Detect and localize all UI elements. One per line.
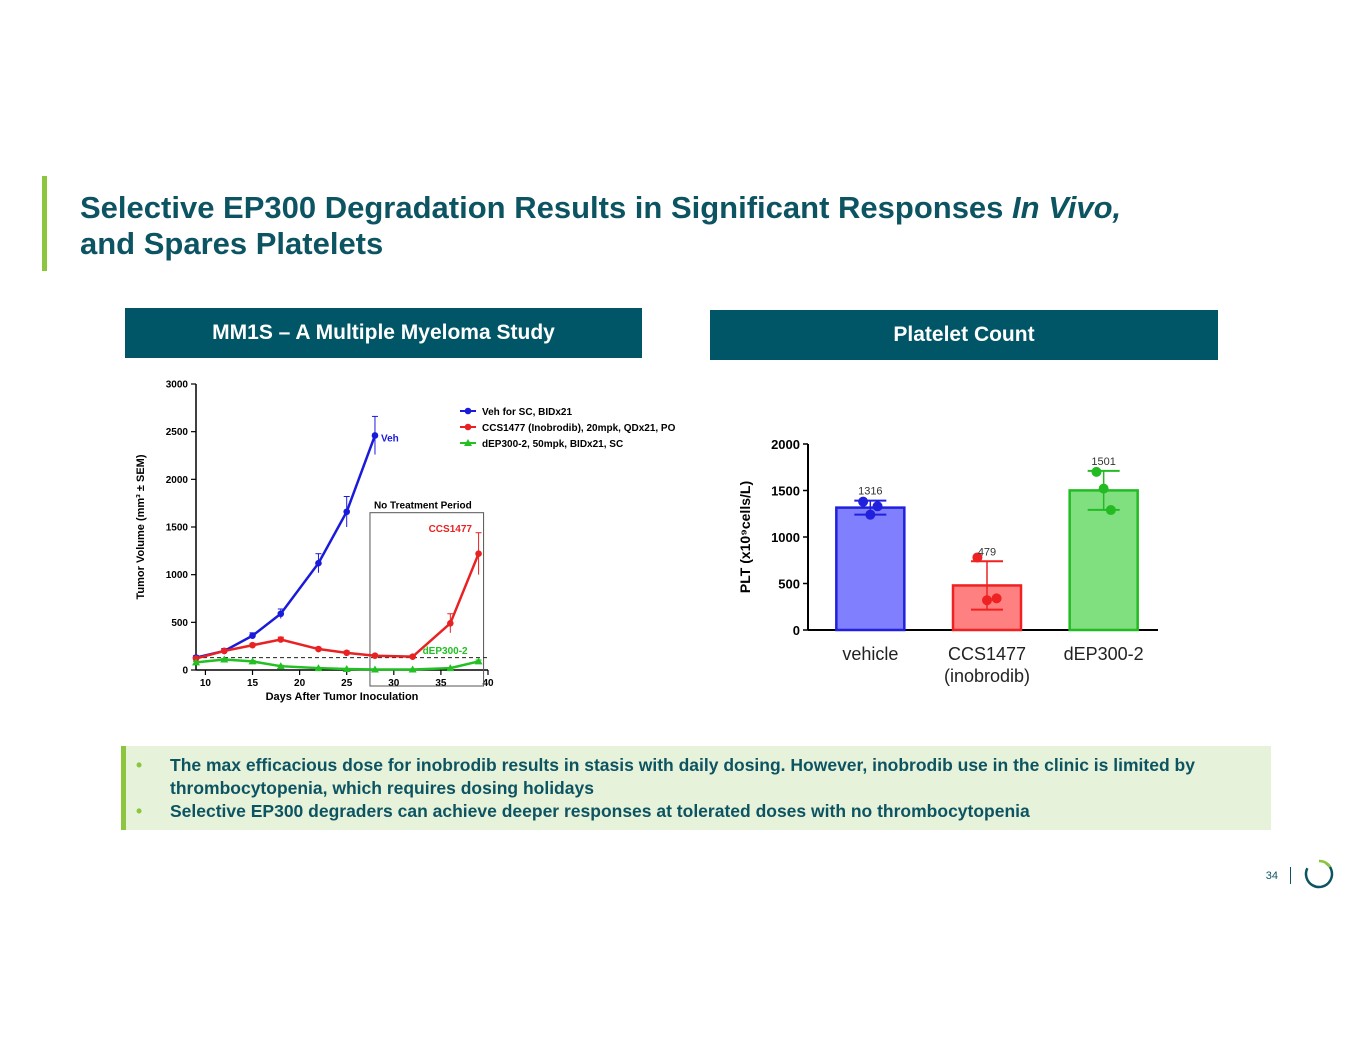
data-point [972, 552, 983, 563]
title-italic: In Vivo, [1012, 190, 1122, 225]
category-sublabel: (inobrodib) [944, 666, 1030, 686]
y-tick-label: 1000 [166, 570, 189, 581]
data-point [277, 610, 285, 618]
y-tick-label: 2000 [771, 437, 800, 452]
y-tick-label: 1500 [166, 523, 189, 534]
page-number: 34 [1265, 870, 1278, 882]
data-point [1105, 505, 1116, 516]
data-point [474, 657, 483, 665]
data-point [858, 496, 869, 507]
data-point [249, 641, 256, 649]
no-treatment-label: No Treatment Period [374, 501, 472, 512]
y-tick-label: 500 [171, 618, 188, 629]
x-tick-label: 40 [482, 678, 494, 689]
legend-label: Veh for SC, BIDx21 [482, 407, 572, 418]
y-tick-label: 3000 [166, 380, 189, 391]
legend-marker [464, 439, 472, 446]
x-tick-label: 10 [200, 678, 212, 689]
data-point [248, 657, 257, 665]
y-tick-label: 0 [793, 623, 800, 638]
key-takeaways-box: • The max efficacious dose for inobrodib … [121, 746, 1271, 830]
x-axis-label: Days After Tumor Inoculation [266, 691, 419, 703]
takeaway-text: The max efficacious dose for inobrodib r… [170, 755, 1195, 798]
bullet-icon: • [136, 801, 143, 821]
data-point [991, 593, 1002, 604]
takeaway-item: • Selective EP300 degraders can achieve d… [136, 800, 1251, 823]
data-point [315, 645, 322, 653]
takeaway-text: Selective EP300 degraders can achieve de… [170, 801, 1030, 821]
title-accent-bar [42, 176, 47, 271]
value-label: 1501 [1091, 456, 1115, 468]
data-point [982, 595, 992, 606]
series-line [195, 435, 377, 659]
value-label: 479 [978, 546, 996, 558]
data-point [343, 649, 351, 657]
y-tick-label: 2000 [166, 475, 189, 486]
bar [835, 506, 906, 632]
right-panel-header: Platelet Count [710, 310, 1218, 360]
data-point [1098, 483, 1109, 494]
platelet-count-chart: 0 500 1000 1500 2000 PLT (x10⁹cells/L) 1316 veh… [737, 437, 1158, 686]
x-tick-label: 25 [341, 678, 353, 689]
data-point [865, 509, 876, 520]
data-point [446, 664, 455, 672]
data-point [342, 665, 351, 673]
data-point [314, 664, 323, 672]
legend-label: CCS1477 (Inobrodib), 20mpk, QDx21, PO [482, 423, 676, 434]
x-tick-label: 30 [388, 678, 400, 689]
series-label-veh: Veh [381, 433, 399, 444]
data-point [408, 665, 417, 673]
y-axis-label: Tumor Volume (mm³ ± SEM) [135, 454, 147, 599]
data-point [1091, 466, 1102, 477]
x-tick-label: 20 [294, 678, 306, 689]
no-treatment-box [369, 512, 485, 687]
category-label: vehicle [842, 644, 898, 664]
data-point [277, 636, 285, 643]
legend-marker [464, 407, 472, 415]
data-point [409, 653, 416, 660]
bar [1068, 489, 1139, 632]
page-separator [1290, 867, 1291, 884]
series-label-dep300: dEP300-2 [423, 646, 468, 657]
left-panel-header: MM1S – A Multiple Myeloma Study [125, 308, 642, 358]
x-tick-label: 35 [435, 678, 447, 689]
value-label: 1316 [858, 486, 882, 498]
y-tick-label: 1500 [771, 484, 800, 499]
takeaway-item: • The max efficacious dose for inobrodib … [136, 754, 1251, 800]
data-point [220, 655, 229, 663]
y-tick-label: 0 [182, 666, 188, 677]
bullet-icon: • [136, 755, 143, 775]
category-label: CCS1477 [948, 644, 1026, 664]
y-axis-label: PLT (x10⁹cells/L) [737, 481, 753, 593]
legend-marker [464, 423, 472, 431]
y-tick-label: 1000 [771, 530, 800, 545]
x-tick-label: 15 [247, 678, 259, 689]
data-point [475, 550, 482, 557]
tumor-volume-chart: 0 500 1000 1500 2000 2500 3000 10 15 20 25 30 35 40 Da… [135, 380, 676, 704]
data-point [370, 665, 379, 673]
data-point [315, 559, 322, 567]
slide-title: Selective EP300 Degradation Results in S… [80, 190, 1300, 262]
data-point [447, 619, 454, 627]
series-line [195, 553, 480, 660]
data-point [192, 658, 200, 666]
data-point [276, 662, 285, 670]
legend-label: dEP300-2, 50mpk, BIDx21, SC [482, 439, 623, 450]
company-logo-icon [1304, 859, 1334, 889]
series-label-ccs1477: CCS1477 [429, 524, 473, 535]
y-tick-label: 2500 [166, 427, 189, 438]
y-tick-label: 500 [778, 577, 800, 592]
title-line1: Selective EP300 Degradation Results in S… [80, 190, 1013, 225]
data-point [220, 647, 228, 655]
category-label: dEP300-2 [1064, 644, 1144, 664]
title-line2: and Spares Platelets [80, 226, 384, 261]
data-point [371, 432, 379, 439]
data-point [343, 508, 351, 516]
data-point [371, 652, 379, 659]
data-point [249, 632, 256, 639]
data-point [872, 501, 883, 512]
series-line [195, 658, 479, 671]
